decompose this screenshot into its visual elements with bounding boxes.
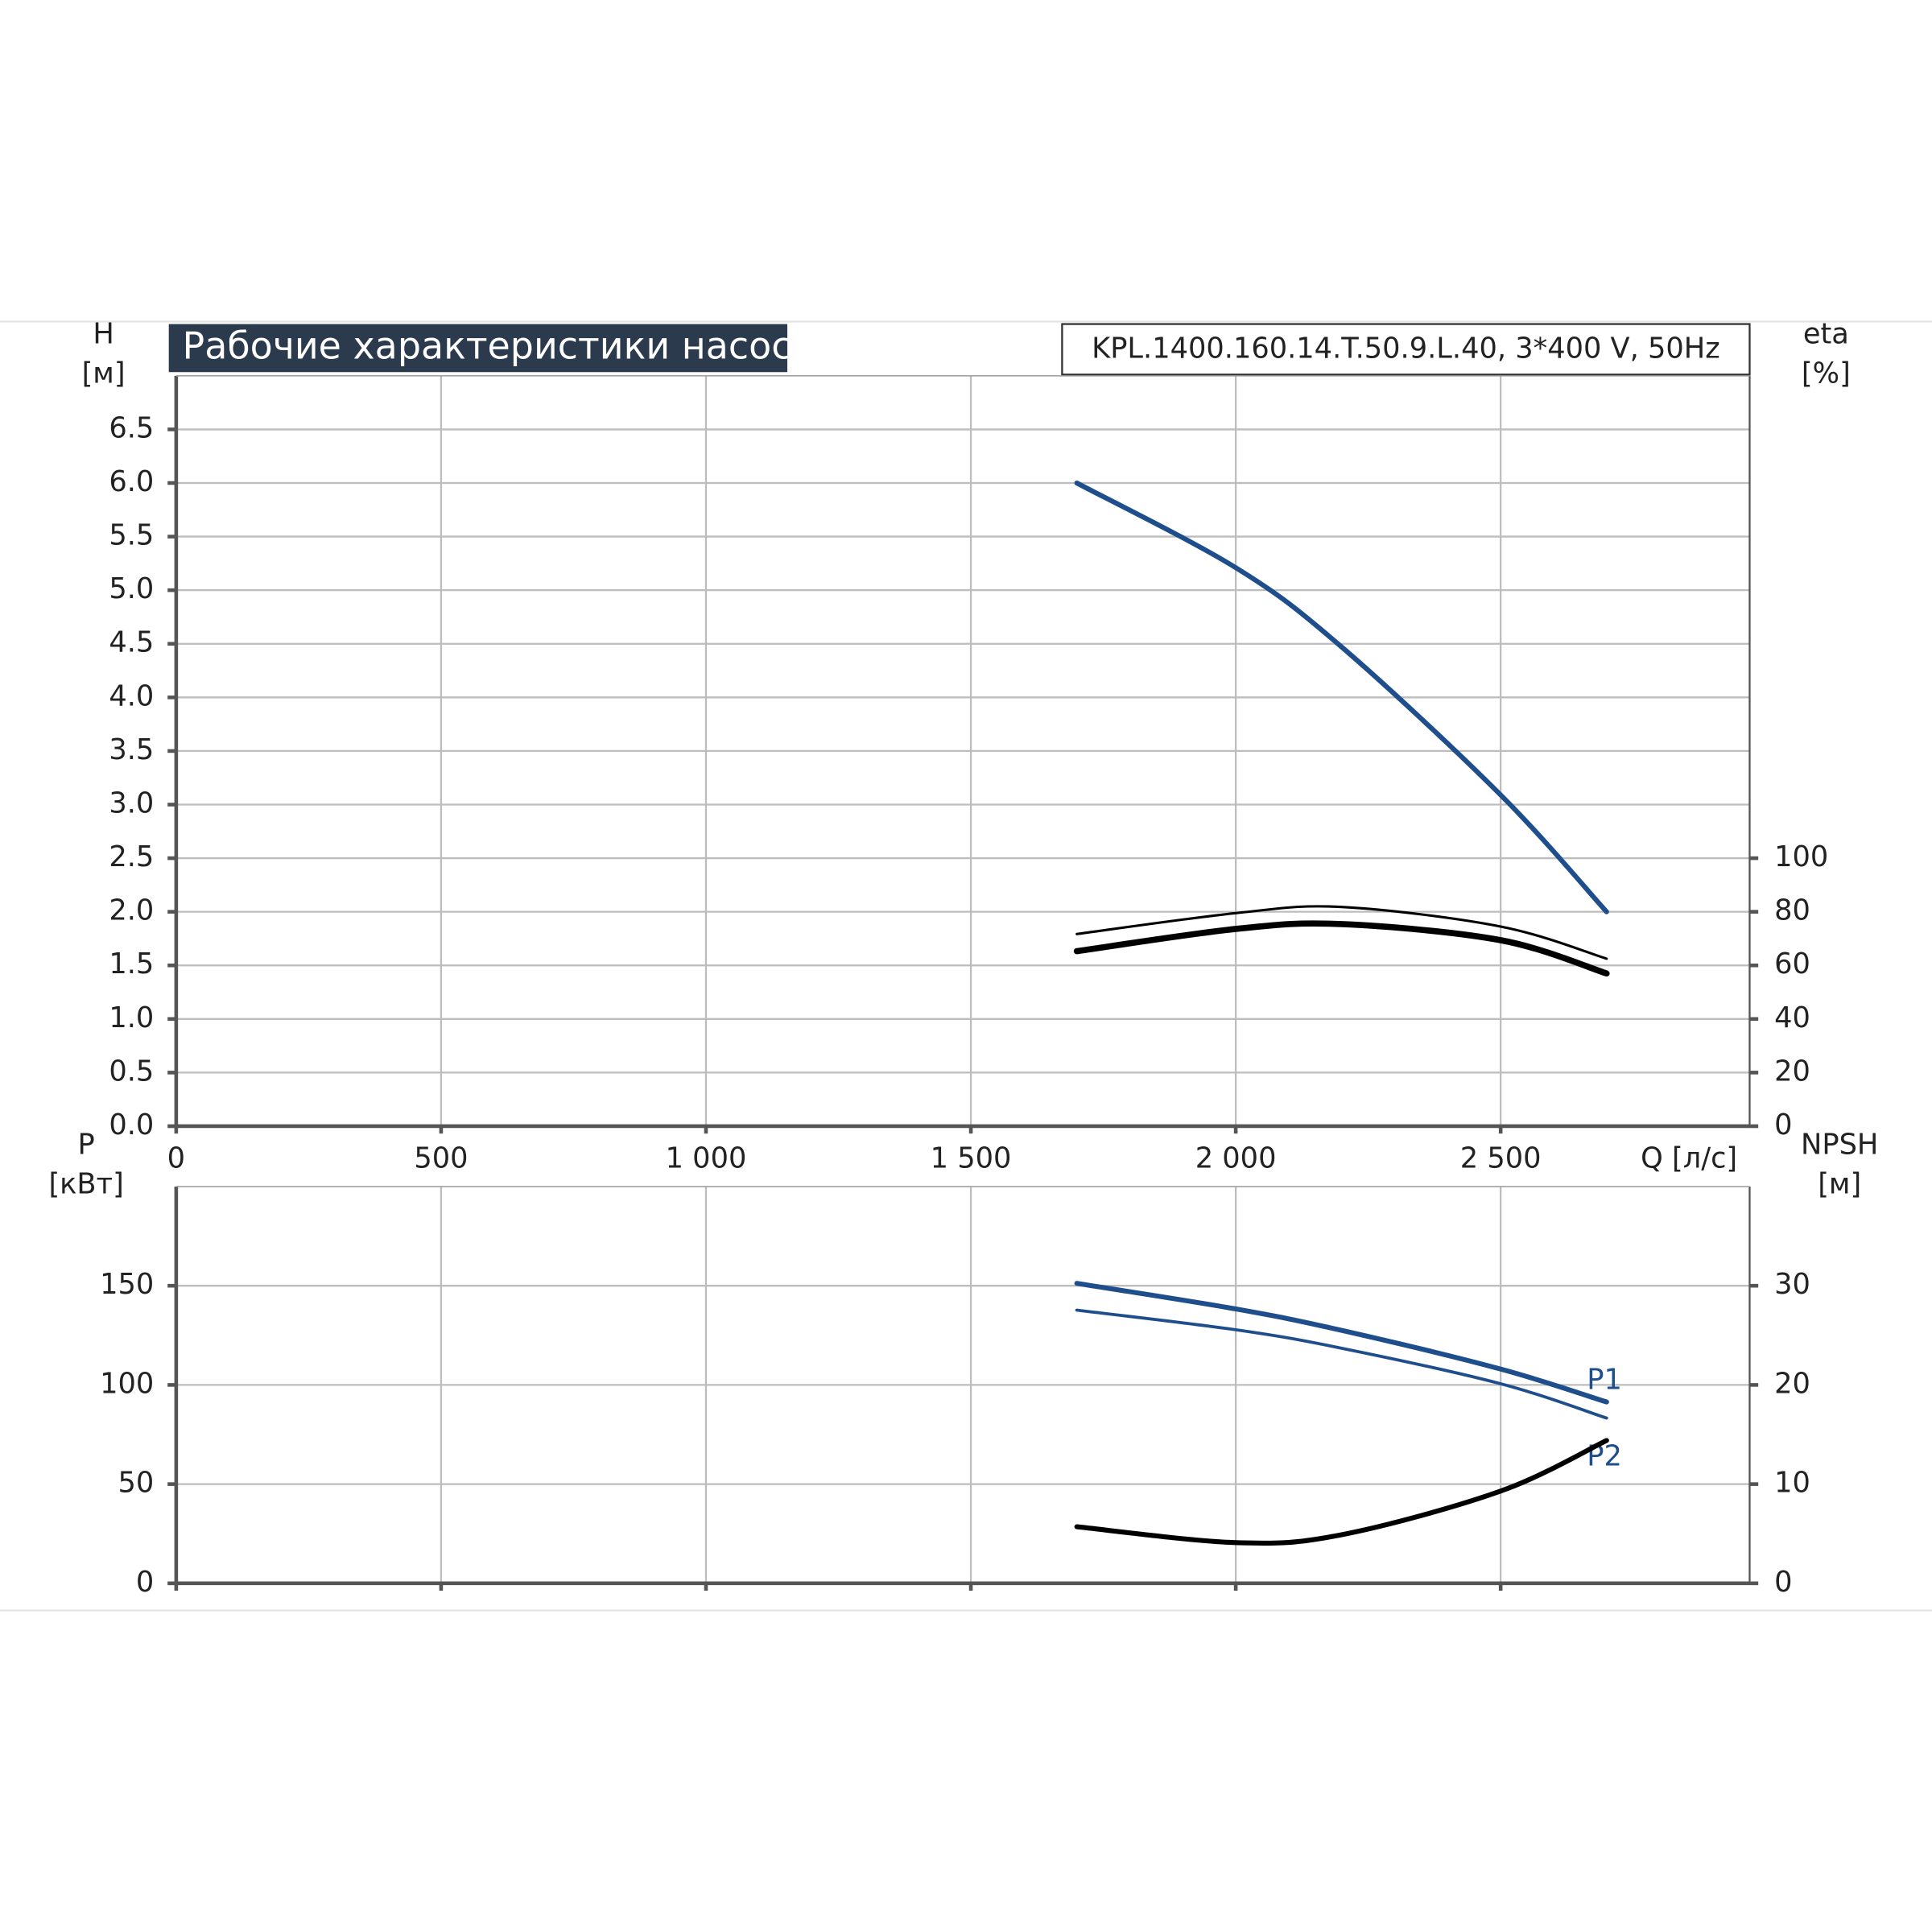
subtitle-box [1061,323,1751,376]
y-axis-label: [кВт] [48,1167,123,1200]
chart-subtitle: KPL.1400.160.14.T.50.9.L.40, 3*400 V, 50… [1092,332,1720,365]
y-axis-label: H [93,317,114,350]
y2-tick-label: 30 [1774,1268,1810,1301]
y-tick-label: 2.5 [109,840,154,873]
y2-axis-label: [м] [1818,1167,1861,1200]
series-line [1074,1438,1609,1546]
series-line [1074,1281,1609,1405]
y-axis-label: P [78,1128,95,1161]
y2-tick-label: 60 [1774,947,1810,980]
y-tick-label: 2.0 [109,894,154,927]
x-axis-label: Q [л/с] [1641,1141,1737,1174]
y-tick-label: 6.5 [109,411,154,444]
y-tick-label: 1.5 [109,947,154,980]
y-tick-label: 1.0 [109,1001,154,1034]
y2-tick-label: 40 [1774,1001,1810,1034]
x-tick-label: 500 [414,1141,468,1174]
y2-axis-label: NPSH [1801,1128,1878,1161]
series-line [1075,905,1608,960]
x-tick-label: 1 500 [931,1141,1012,1174]
y-tick-label: 6.0 [109,465,154,498]
title-box [168,324,788,373]
y2-tick-label: 80 [1774,894,1810,927]
y-axis-label: [м] [82,357,126,390]
y2-tick-label: 20 [1774,1055,1810,1088]
series-line [1074,480,1609,914]
y2-tick-label: 20 [1774,1367,1810,1400]
y2-tick-label: 10 [1774,1467,1810,1500]
y2-tick-label: 0 [1774,1566,1792,1599]
y2-tick-label: 0 [1774,1108,1792,1141]
y-tick-label: 4.5 [109,626,154,659]
y-tick-label: 3.5 [109,733,154,766]
x-tick-label: 1 000 [666,1141,747,1174]
y-tick-label: 4.0 [109,679,154,712]
y2-axis-label: [%] [1802,357,1851,390]
series-line [1075,1308,1608,1420]
y-tick-label: 50 [118,1467,155,1500]
y-tick-label: 5.5 [109,519,154,552]
series-label: P1 [1587,1364,1622,1397]
chart-title: Рабочие характеристики насоса [183,324,815,368]
y-tick-label: 5.0 [109,572,154,605]
y2-tick-label: 100 [1774,840,1828,873]
y-tick-label: 0.0 [109,1108,154,1141]
y-tick-label: 0.5 [109,1055,154,1088]
series-line [1073,920,1610,977]
y-tick-label: 100 [100,1367,154,1400]
y2-axis-label: eta [1803,317,1849,350]
x-tick-label: 2 500 [1460,1141,1542,1174]
y-tick-label: 0 [136,1566,154,1599]
x-tick-label: 2 000 [1195,1141,1277,1174]
y-tick-label: 150 [100,1268,154,1301]
series-label: P2 [1587,1440,1622,1473]
y-tick-label: 3.0 [109,786,154,819]
x-tick-label: 0 [167,1141,185,1174]
